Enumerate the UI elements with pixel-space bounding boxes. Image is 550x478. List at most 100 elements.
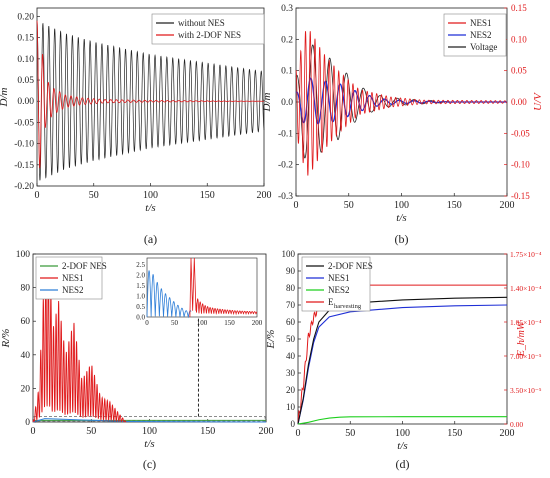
y-tick-label: 40: [21, 351, 31, 361]
y-axis-label: E/%: [265, 330, 277, 350]
y2-tick-label: 0.10: [511, 34, 527, 44]
inset-series-nes2: [146, 270, 192, 319]
inset-y-tick-label: 2.0: [136, 271, 145, 279]
y-tick-label: 0.1: [281, 67, 293, 77]
y-tick-label: 90: [286, 266, 296, 276]
panel-label-c: (c): [143, 457, 156, 471]
x-tick-label: 150: [447, 428, 462, 439]
legend-entry: NES2: [62, 285, 84, 295]
y2-tick-label: 1.05×10⁻⁴: [510, 318, 542, 327]
x-tick-label: 200: [500, 428, 515, 439]
y2-axis-label: E_h/mW: [516, 320, 527, 357]
y2-tick-label: 7.00×10⁻⁵: [510, 352, 542, 361]
y-tick-label: 0.15: [17, 34, 34, 44]
inset-y-tick-label: 1.0: [136, 292, 145, 300]
y-tick-label: 0: [25, 418, 30, 428]
x-tick-label: 200: [500, 200, 515, 211]
y2-tick-label: -0.10: [511, 160, 530, 170]
legend-entry-subscript: harvesting: [334, 303, 362, 310]
y-tick-label: 100: [282, 249, 296, 259]
y2-tick-label: -0.05: [511, 128, 530, 138]
y-tick-label: 70: [286, 300, 296, 310]
y2-tick-label: 0.00: [511, 97, 527, 107]
y-tick-label: 60: [286, 317, 296, 327]
series-nes2: [297, 416, 507, 425]
y-axis-label: D/m: [261, 92, 273, 112]
y2-tick-label: 0.05: [511, 66, 527, 76]
y-tick-label: -0.3: [278, 192, 293, 202]
y-tick-label: 80: [21, 284, 31, 294]
legend-entry: NES1: [470, 18, 492, 28]
y-tick-label: -0.10: [14, 140, 34, 150]
x-tick-label: 50: [89, 190, 99, 201]
y-tick-label: 0.20: [17, 12, 34, 22]
series-nes1: [295, 31, 508, 176]
x-tick-label: 150: [200, 190, 215, 201]
x-tick-label: 0: [294, 200, 299, 211]
inset-x-tick-label: 50: [171, 319, 179, 327]
y-tick-label: 0.2: [281, 35, 293, 45]
inset-x-tick-label: 100: [197, 319, 208, 327]
legend-box: [151, 13, 265, 45]
y-tick-label: 80: [286, 283, 296, 293]
inset-y-tick-label: 0.5: [136, 303, 145, 311]
inset-y-tick-label: 1.5: [136, 282, 145, 290]
inset-y-tick-label: 0.0: [136, 314, 145, 322]
legend-entry: with 2-DOF NES: [178, 30, 241, 40]
y-tick-label: 0: [291, 419, 296, 429]
x-axis-label: t/s: [397, 440, 407, 452]
legend-entry: NES2: [470, 30, 492, 40]
panel-d: 0 50 100 150 2000102030405060708090100t/sE/%…: [265, 249, 542, 471]
series-without-nes: [36, 20, 265, 181]
y-tick-label: -0.1: [278, 129, 293, 139]
y-tick-label: 10: [286, 402, 296, 412]
y-tick-label: 0.0: [281, 98, 293, 108]
y-tick-label: -0.2: [278, 161, 293, 171]
legend-entry: without NES: [178, 18, 225, 28]
panel-a: 0 50 100 150 200 -0.20 -0.15 -0.10 -0.05 0.00 0.05…: [0, 7, 272, 246]
y2-tick-label: 0.15: [511, 3, 527, 13]
y-tick-label: 20: [21, 384, 31, 394]
inset-series-nes1: [189, 257, 258, 318]
x-tick-label: 100: [395, 428, 410, 439]
y-tick-label: 30: [286, 368, 296, 378]
legend-entry: 2-DOF NES: [62, 261, 107, 271]
inset-x-tick-label: 150: [224, 319, 235, 327]
x-axis-label: t/s: [396, 212, 406, 224]
y2-tick-label: -0.15: [511, 191, 530, 201]
dashed-zoom-box: [33, 416, 266, 422]
panel-label-a: (a): [144, 232, 157, 246]
x-tick-label: 0: [296, 428, 301, 439]
y-tick-label: 60: [21, 317, 31, 327]
y-axis-label: R/%: [0, 329, 12, 349]
y2-tick-label: 1.75×10⁻⁴: [510, 250, 542, 259]
y-tick-label: -0.05: [14, 118, 34, 128]
x-tick-label: 150: [200, 426, 215, 437]
x-tick-label: 200: [259, 426, 274, 437]
y2-tick-label: 1.40×10⁻⁴: [510, 284, 542, 293]
x-tick-label: 0: [31, 426, 36, 437]
y-tick-label: 0.00: [17, 97, 34, 107]
x-tick-label: 50: [344, 200, 354, 211]
panel-label-b: (b): [395, 232, 409, 246]
legend-entry: NES2: [328, 285, 350, 295]
inset-x-tick-label: 0: [145, 319, 149, 327]
x-tick-label: 50: [345, 428, 355, 439]
y2-tick-label: 0.00: [510, 420, 523, 429]
x-tick-label: 50: [86, 426, 96, 437]
series-with-2dof-nes: [36, 20, 264, 169]
y-tick-label: -0.15: [14, 161, 34, 171]
y-tick-label: -0.20: [14, 182, 34, 192]
y-tick-label: 0.10: [17, 55, 34, 65]
y-tick-label: 0.3: [281, 4, 293, 14]
series-nes1: [297, 304, 508, 425]
series-2dof-nes: [297, 296, 508, 425]
x-axis-label: t/s: [145, 202, 155, 214]
y-axis-label: D/m: [0, 87, 10, 107]
y2-tick-label: 3.50×10⁻⁵: [510, 386, 542, 395]
y-tick-label: 20: [286, 385, 296, 395]
y-tick-label: 50: [286, 334, 296, 344]
y-tick-label: 100: [16, 250, 31, 260]
